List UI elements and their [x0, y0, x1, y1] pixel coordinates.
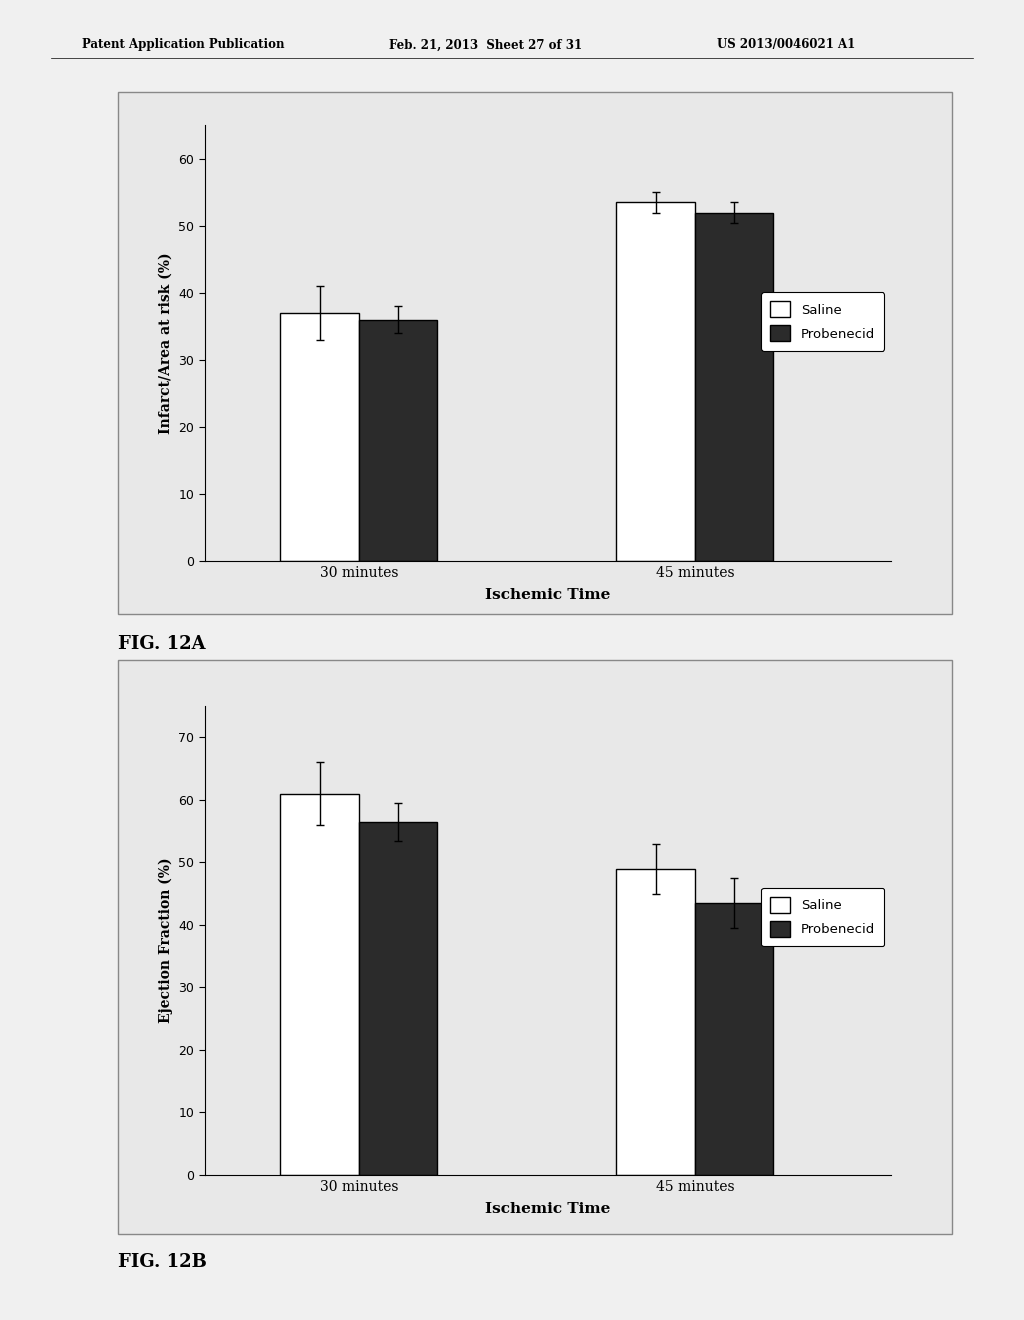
Bar [616, 869, 695, 1175]
Text: FIG. 12A: FIG. 12A [118, 635, 206, 653]
Bar [358, 319, 437, 561]
X-axis label: Ischemic Time: Ischemic Time [485, 1203, 610, 1216]
Text: Feb. 21, 2013  Sheet 27 of 31: Feb. 21, 2013 Sheet 27 of 31 [389, 38, 583, 51]
Bar [695, 903, 773, 1175]
Bar [358, 822, 437, 1175]
Text: FIG. 12B: FIG. 12B [118, 1253, 207, 1271]
Y-axis label: Infarct/Area at risk (%): Infarct/Area at risk (%) [159, 252, 173, 434]
Y-axis label: Ejection Fraction (%): Ejection Fraction (%) [159, 858, 173, 1023]
Bar [281, 793, 358, 1175]
Bar [616, 202, 695, 561]
X-axis label: Ischemic Time: Ischemic Time [485, 589, 610, 602]
Legend: Saline, Probenecid: Saline, Probenecid [761, 888, 885, 946]
Text: US 2013/0046021 A1: US 2013/0046021 A1 [717, 38, 855, 51]
Legend: Saline, Probenecid: Saline, Probenecid [761, 292, 885, 351]
Bar [695, 213, 773, 561]
Text: Patent Application Publication: Patent Application Publication [82, 38, 285, 51]
Bar [281, 313, 358, 561]
